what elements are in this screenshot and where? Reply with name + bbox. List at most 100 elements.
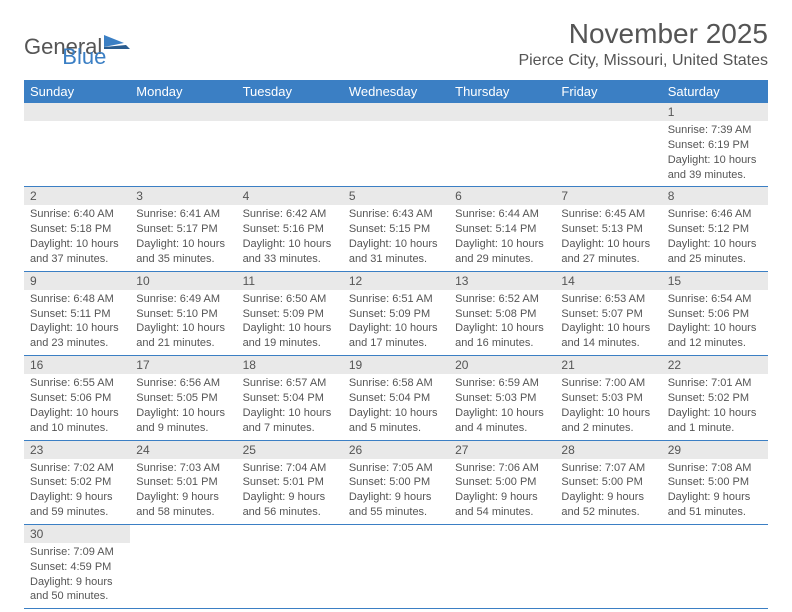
- calendar-row: 23Sunrise: 7:02 AMSunset: 5:02 PMDayligh…: [24, 440, 768, 524]
- sunset-text: Sunset: 5:02 PM: [30, 475, 124, 490]
- sunrise-text: Sunrise: 7:02 AM: [30, 461, 124, 476]
- weekday-header: Friday: [555, 80, 661, 103]
- calendar-cell: 22Sunrise: 7:01 AMSunset: 5:02 PMDayligh…: [662, 356, 768, 440]
- sunrise-text: Sunrise: 6:58 AM: [349, 376, 443, 391]
- day-number: 12: [343, 272, 449, 290]
- calendar-cell: 15 Sunrise: 6:54 AMSunset: 5:06 PMDayligh…: [662, 271, 768, 355]
- calendar-cell: [237, 524, 343, 608]
- day-details: Sunrise: 6:46 AMSunset: 5:12 PMDaylight:…: [662, 205, 768, 270]
- weekday-header: Wednesday: [343, 80, 449, 103]
- sunrise-text: Sunrise: 6:53 AM: [561, 292, 655, 307]
- calendar-table: Sunday Monday Tuesday Wednesday Thursday…: [24, 80, 768, 609]
- sunrise-text: Sunrise: 6:54 AM: [668, 292, 762, 307]
- day-number-empty: [237, 103, 343, 121]
- day-number-empty: [449, 103, 555, 121]
- sunset-text: Sunset: 5:05 PM: [136, 391, 230, 406]
- calendar-cell: 10Sunrise: 6:49 AMSunset: 5:10 PMDayligh…: [130, 271, 236, 355]
- day-number: 25: [237, 441, 343, 459]
- day-number: 3: [130, 187, 236, 205]
- day-details: Sunrise: 7:00 AMSunset: 5:03 PMDaylight:…: [555, 374, 661, 439]
- day-details: Sunrise: 7:02 AMSunset: 5:02 PMDaylight:…: [24, 459, 130, 524]
- calendar-cell: 8Sunrise: 6:46 AMSunset: 5:12 PMDaylight…: [662, 187, 768, 271]
- sunset-text: Sunset: 5:14 PM: [455, 222, 549, 237]
- day-details: Sunrise: 6:45 AMSunset: 5:13 PMDaylight:…: [555, 205, 661, 270]
- day-number-empty: [24, 103, 130, 121]
- sunrise-text: Sunrise: 6:49 AM: [136, 292, 230, 307]
- weekday-header: Thursday: [449, 80, 555, 103]
- day-details: Sunrise: 6:44 AMSunset: 5:14 PMDaylight:…: [449, 205, 555, 270]
- day-number: 21: [555, 356, 661, 374]
- weekday-header: Sunday: [24, 80, 130, 103]
- calendar-cell: 2Sunrise: 6:40 AMSunset: 5:18 PMDaylight…: [24, 187, 130, 271]
- sunrise-text: Sunrise: 6:50 AM: [243, 292, 337, 307]
- daylight-text: Daylight: 10 hours and 7 minutes.: [243, 406, 337, 436]
- sunrise-text: Sunrise: 6:40 AM: [30, 207, 124, 222]
- day-number: 9: [24, 272, 130, 290]
- day-details: Sunrise: 6:40 AMSunset: 5:18 PMDaylight:…: [24, 205, 130, 270]
- sunrise-text: Sunrise: 6:57 AM: [243, 376, 337, 391]
- calendar-cell: [343, 524, 449, 608]
- calendar-cell: 28Sunrise: 7:07 AMSunset: 5:00 PMDayligh…: [555, 440, 661, 524]
- calendar-cell: [449, 524, 555, 608]
- daylight-text: Daylight: 10 hours and 16 minutes.: [455, 321, 549, 351]
- title-block: November 2025 Pierce City, Missouri, Uni…: [518, 18, 768, 70]
- sunset-text: Sunset: 5:00 PM: [455, 475, 549, 490]
- day-number: 26: [343, 441, 449, 459]
- daylight-text: Daylight: 10 hours and 2 minutes.: [561, 406, 655, 436]
- daylight-text: Daylight: 9 hours and 56 minutes.: [243, 490, 337, 520]
- logo: General Blue: [24, 18, 106, 70]
- day-details: Sunrise: 7:03 AMSunset: 5:01 PMDaylight:…: [130, 459, 236, 524]
- header: General Blue November 2025 Pierce City, …: [24, 18, 768, 70]
- sunrise-text: Sunrise: 7:08 AM: [668, 461, 762, 476]
- day-details: Sunrise: 7:39 AMSunset: 6:19 PMDaylight:…: [662, 121, 768, 186]
- day-details: Sunrise: 6:50 AMSunset: 5:09 PMDaylight:…: [237, 290, 343, 355]
- sunrise-text: Sunrise: 6:43 AM: [349, 207, 443, 222]
- day-details: Sunrise: 6:51 AMSunset: 5:09 PMDaylight:…: [343, 290, 449, 355]
- daylight-text: Daylight: 10 hours and 10 minutes.: [30, 406, 124, 436]
- day-number: 27: [449, 441, 555, 459]
- day-details: Sunrise: 6:41 AMSunset: 5:17 PMDaylight:…: [130, 205, 236, 270]
- calendar-cell: [130, 103, 236, 187]
- day-number: 15: [662, 272, 768, 290]
- day-number: 23: [24, 441, 130, 459]
- calendar-cell: 5Sunrise: 6:43 AMSunset: 5:15 PMDaylight…: [343, 187, 449, 271]
- sunrise-text: Sunrise: 6:56 AM: [136, 376, 230, 391]
- calendar-cell: 21Sunrise: 7:00 AMSunset: 5:03 PMDayligh…: [555, 356, 661, 440]
- sunset-text: Sunset: 5:13 PM: [561, 222, 655, 237]
- sunrise-text: Sunrise: 7:06 AM: [455, 461, 549, 476]
- calendar-cell: 11Sunrise: 6:50 AMSunset: 5:09 PMDayligh…: [237, 271, 343, 355]
- day-details: Sunrise: 7:09 AMSunset: 4:59 PMDaylight:…: [24, 543, 130, 608]
- sunset-text: Sunset: 5:06 PM: [30, 391, 124, 406]
- sunset-text: Sunset: 5:06 PM: [668, 307, 762, 322]
- calendar-cell: 18Sunrise: 6:57 AMSunset: 5:04 PMDayligh…: [237, 356, 343, 440]
- calendar-cell: 29Sunrise: 7:08 AMSunset: 5:00 PMDayligh…: [662, 440, 768, 524]
- day-details: Sunrise: 6:59 AMSunset: 5:03 PMDaylight:…: [449, 374, 555, 439]
- day-number: 1: [662, 103, 768, 121]
- day-number: 24: [130, 441, 236, 459]
- daylight-text: Daylight: 10 hours and 23 minutes.: [30, 321, 124, 351]
- sunset-text: Sunset: 5:08 PM: [455, 307, 549, 322]
- calendar-cell: 12Sunrise: 6:51 AMSunset: 5:09 PMDayligh…: [343, 271, 449, 355]
- location: Pierce City, Missouri, United States: [518, 52, 768, 70]
- daylight-text: Daylight: 10 hours and 37 minutes.: [30, 237, 124, 267]
- sunrise-text: Sunrise: 7:05 AM: [349, 461, 443, 476]
- day-details: Sunrise: 6:53 AMSunset: 5:07 PMDaylight:…: [555, 290, 661, 355]
- daylight-text: Daylight: 10 hours and 12 minutes.: [668, 321, 762, 351]
- calendar-cell: 7Sunrise: 6:45 AMSunset: 5:13 PMDaylight…: [555, 187, 661, 271]
- sunset-text: Sunset: 5:11 PM: [30, 307, 124, 322]
- daylight-text: Daylight: 10 hours and 21 minutes.: [136, 321, 230, 351]
- day-number: 18: [237, 356, 343, 374]
- day-number: 14: [555, 272, 661, 290]
- daylight-text: Daylight: 10 hours and 19 minutes.: [243, 321, 337, 351]
- calendar-row: 2Sunrise: 6:40 AMSunset: 5:18 PMDaylight…: [24, 187, 768, 271]
- day-number: 30: [24, 525, 130, 543]
- sunrise-text: Sunrise: 7:07 AM: [561, 461, 655, 476]
- daylight-text: Daylight: 10 hours and 35 minutes.: [136, 237, 230, 267]
- day-details: Sunrise: 7:06 AMSunset: 5:00 PMDaylight:…: [449, 459, 555, 524]
- daylight-text: Daylight: 10 hours and 4 minutes.: [455, 406, 549, 436]
- day-number-empty: [555, 103, 661, 121]
- calendar-row: 9Sunrise: 6:48 AMSunset: 5:11 PMDaylight…: [24, 271, 768, 355]
- day-number: 10: [130, 272, 236, 290]
- daylight-text: Daylight: 9 hours and 58 minutes.: [136, 490, 230, 520]
- sunrise-text: Sunrise: 6:45 AM: [561, 207, 655, 222]
